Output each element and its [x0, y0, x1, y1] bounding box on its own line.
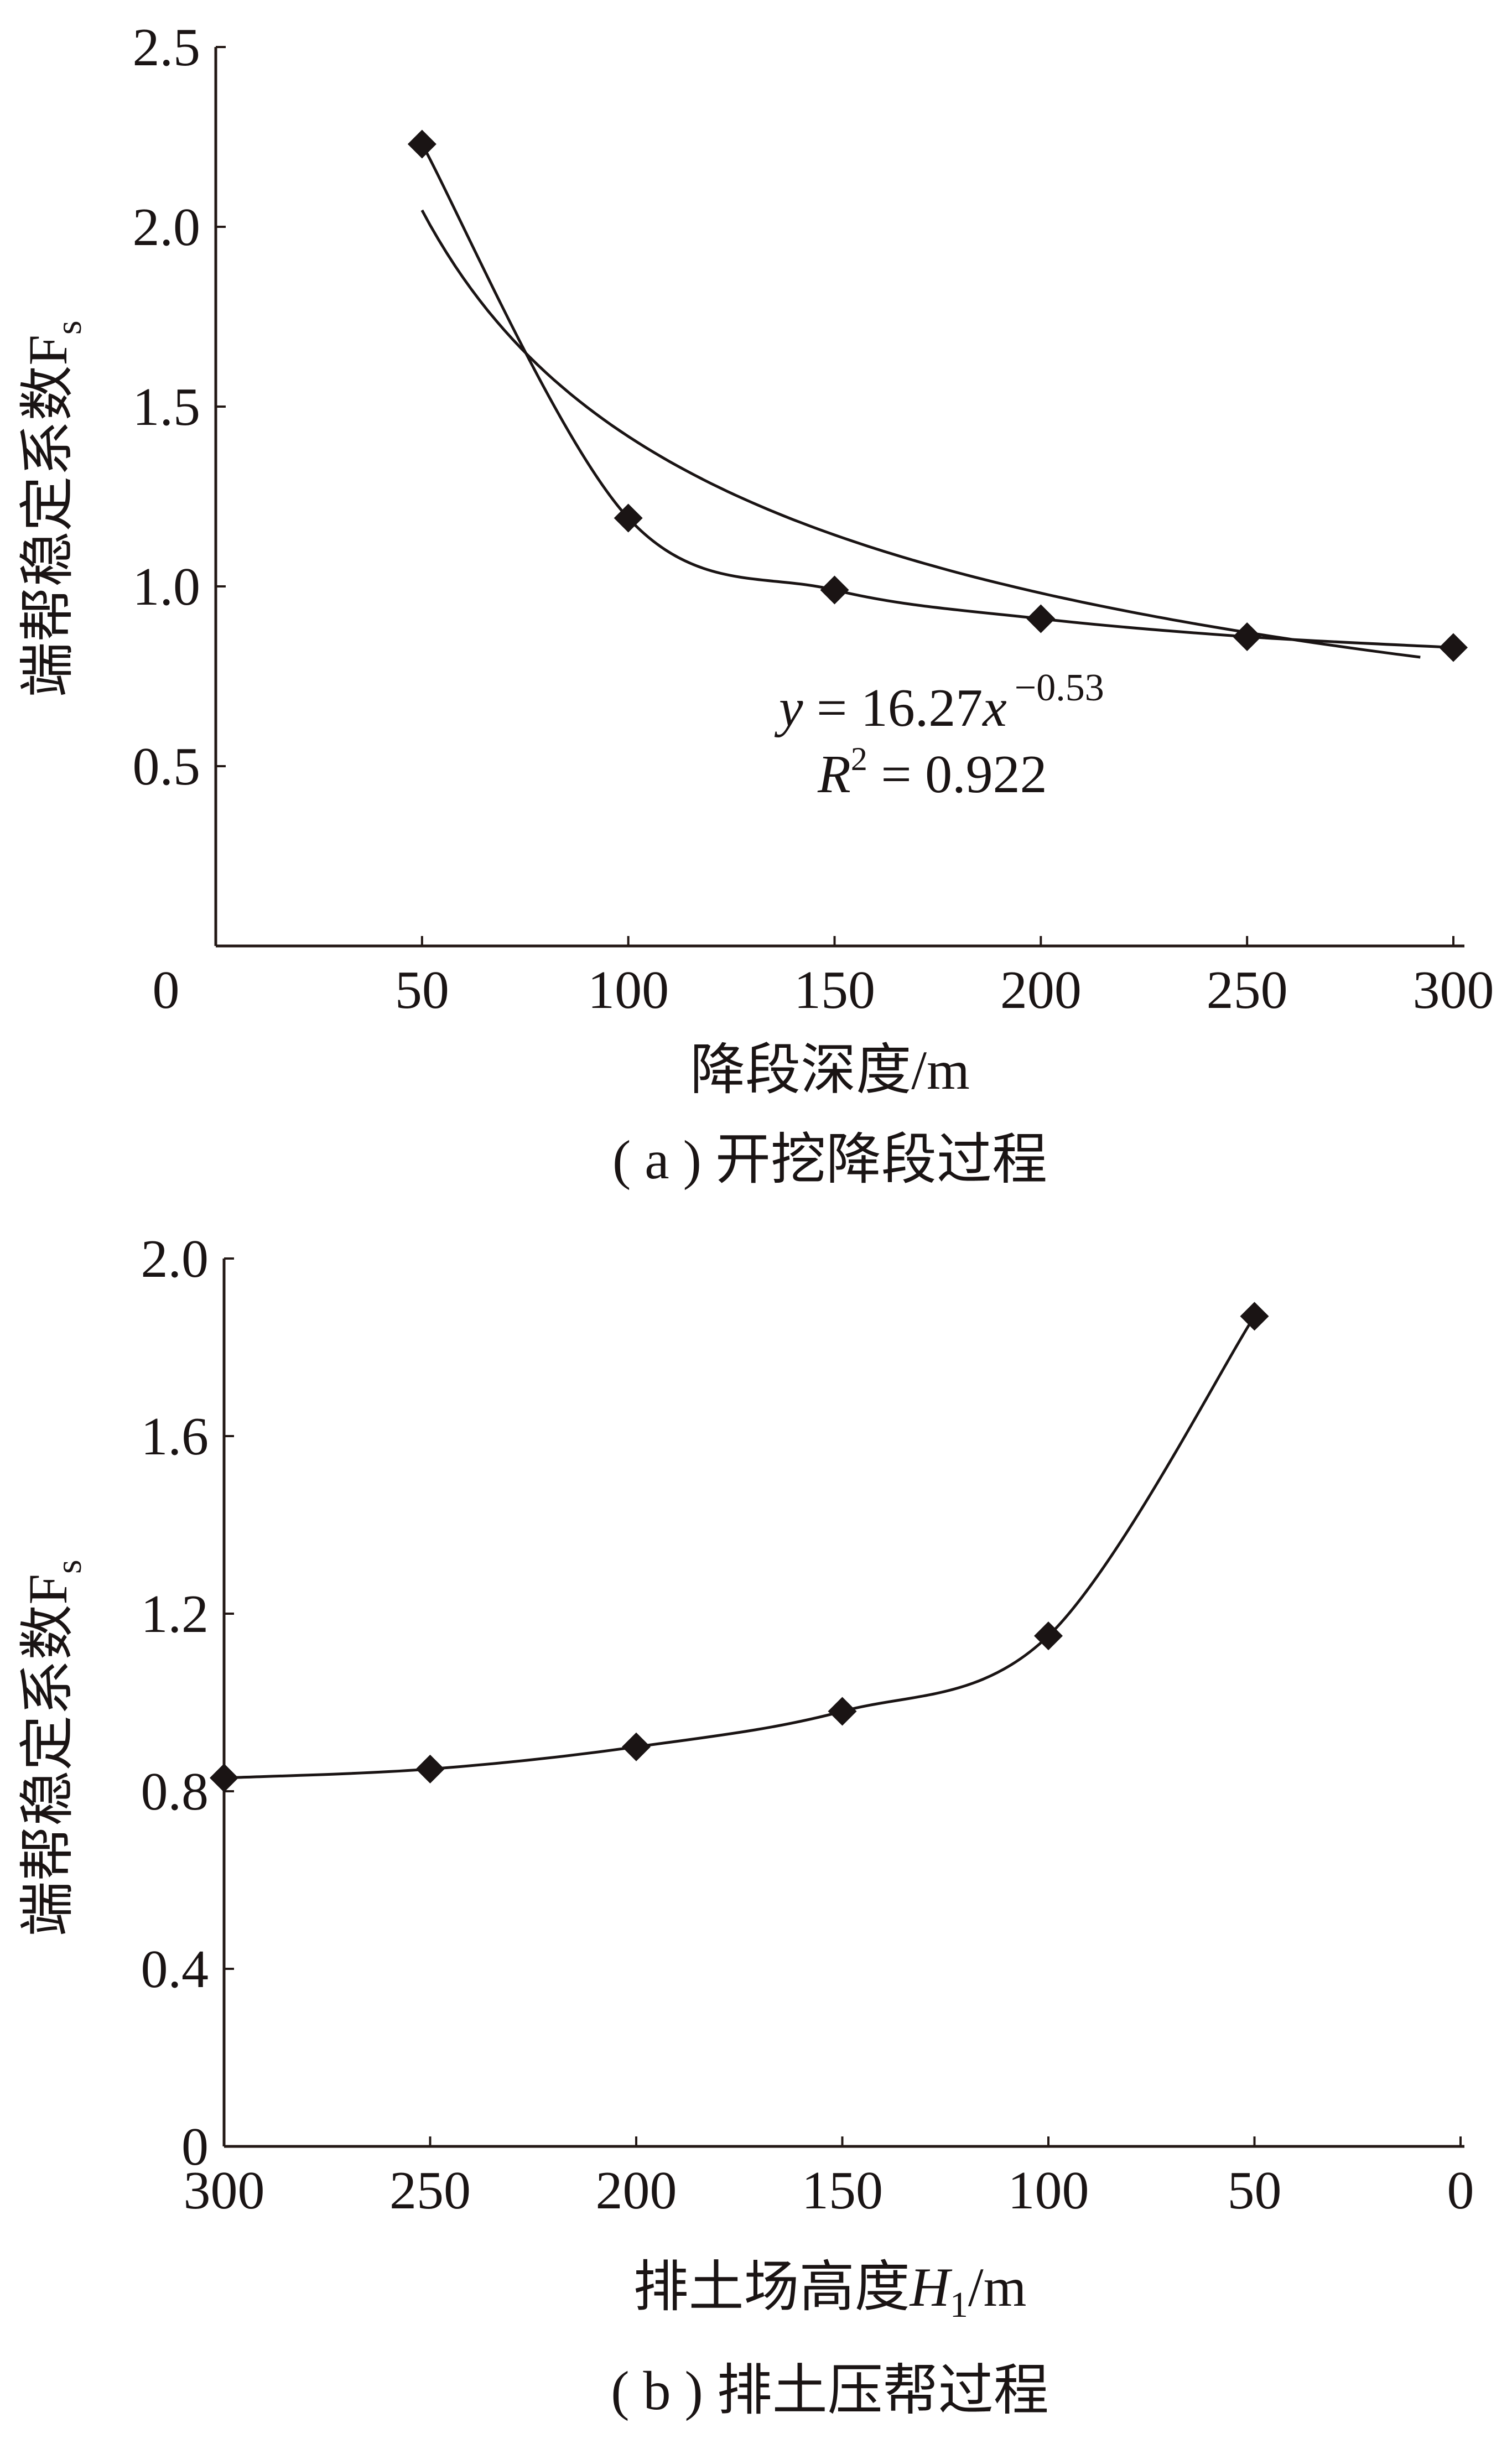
panel-a-x-axis-title: 降段深度/m — [690, 1039, 970, 1101]
x-tick-label: 300 — [1413, 960, 1494, 1020]
x-tick-label: 300 — [184, 2161, 265, 2221]
panel-a-x-axis: 0 50 100 150 200 250 300 — [153, 936, 1494, 1020]
panel-b-y-axis-title: 端帮稳定系数Fs — [17, 1559, 89, 1936]
x-tick-label: 0 — [153, 960, 180, 1020]
y-tick-label: 1.6 — [141, 1407, 209, 1467]
x-tick-label: 50 — [1228, 2161, 1282, 2221]
y-tick-label: 1.2 — [141, 1584, 209, 1644]
x-tick-label: 50 — [395, 960, 449, 1020]
panel-b-caption: ( b ) 排土压帮过程 — [611, 2360, 1049, 2421]
data-point-marker — [1240, 1302, 1269, 1331]
data-point-marker — [622, 1732, 651, 1761]
panel-a-y-axis: 0.5 1.0 1.5 2.0 2.5 — [133, 18, 226, 946]
y-tick-label: 2.5 — [133, 18, 201, 77]
data-point-marker — [820, 575, 849, 605]
data-point-marker — [1026, 604, 1056, 633]
series-line — [224, 1315, 1256, 1780]
panel-a-power-trendline — [420, 209, 1421, 659]
y-tick-label: 2.0 — [141, 1229, 209, 1289]
y-tick-label: 1.5 — [133, 377, 201, 437]
x-tick-label: 150 — [794, 960, 875, 1020]
data-point-marker — [1233, 622, 1262, 651]
panel-a-caption: ( a ) 开挖降段过程 — [612, 1129, 1047, 1190]
y-tick-label: 1.0 — [133, 557, 201, 617]
power-fit-line — [420, 209, 1421, 659]
y-tick-label: 0.8 — [141, 1762, 209, 1822]
panel-b-x-axis: 300 250 200 150 100 50 0 — [184, 2136, 1474, 2221]
x-tick-label: 150 — [802, 2161, 883, 2221]
x-tick-label: 250 — [389, 2161, 471, 2221]
data-point-marker — [1034, 1621, 1063, 1651]
data-point-marker — [1439, 633, 1468, 662]
y-tick-label: 0.4 — [141, 1940, 209, 1999]
x-tick-label: 100 — [1008, 2161, 1089, 2221]
panel-b-x-axis-title: 排土场高度H1/m — [633, 2256, 1027, 2325]
panel-a-r-squared: R2 = 0.922 — [817, 741, 1047, 804]
x-tick-label: 250 — [1207, 960, 1288, 1020]
data-point-marker — [415, 1754, 445, 1784]
panel-b-dumping-chart: 0 0.4 0.8 1.2 1.6 2.0 300 250 200 150 100 50 0 端帮稳定… — [17, 1229, 1474, 2421]
x-tick-label: 200 — [596, 2161, 677, 2221]
data-point-marker — [210, 1763, 238, 1792]
y-tick-label: 0.5 — [133, 737, 201, 797]
panel-a-data-series — [420, 143, 1454, 649]
data-point-marker — [407, 129, 437, 159]
panel-a-y-axis-title: 端帮稳定系数Fs — [17, 320, 89, 697]
data-point-marker — [614, 503, 643, 533]
x-tick-label: 200 — [1000, 960, 1082, 1020]
panel-a-equation: y = 16.27x −0.53 — [774, 667, 1104, 738]
data-point-marker — [828, 1697, 857, 1726]
x-tick-label: 100 — [588, 960, 669, 1020]
y-tick-label: 0 — [181, 2117, 209, 2177]
x-tick-label: 0 — [1447, 2161, 1474, 2221]
panel-b-data-series — [224, 1315, 1256, 1780]
y-tick-label: 2.0 — [133, 197, 201, 257]
panel-a-excavation-chart: 0.5 1.0 1.5 2.0 2.5 0 50 100 150 200 250 300 y = 1… — [17, 18, 1494, 1190]
panel-b-y-axis: 0 0.4 0.8 1.2 1.6 2.0 — [141, 1229, 234, 2177]
series-line — [420, 143, 1454, 649]
